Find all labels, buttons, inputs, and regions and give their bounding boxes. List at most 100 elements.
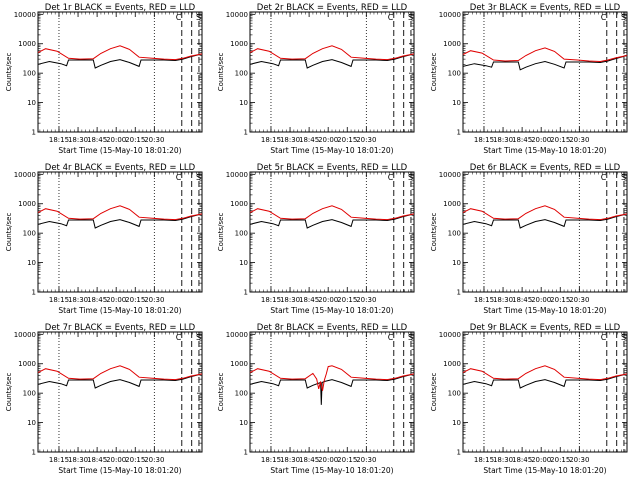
series-line-black xyxy=(462,213,628,229)
y-tick-label: 100 xyxy=(448,390,461,398)
x-tick-label: 20:30 xyxy=(144,456,164,464)
x-axis-label: Start Time (15-May-10 18:01:20) xyxy=(483,146,606,155)
x-tick-label: 18:15 xyxy=(261,296,281,304)
panel-title: Det 7r BLACK = Events, RED = LLD xyxy=(45,323,196,333)
x-tick-label: 20:30 xyxy=(144,296,164,304)
x-tick-label: 18:30 xyxy=(68,296,88,304)
y-axis-label: Counts/sec xyxy=(430,373,438,412)
x-tick-label: 20:15 xyxy=(125,296,145,304)
y-tick-label: 1 xyxy=(457,129,461,137)
x-tick-label: 18:30 xyxy=(68,456,88,464)
x-tick-label: 18:30 xyxy=(493,456,513,464)
x-tick-label: 20:00 xyxy=(531,456,551,464)
y-axis-label: Counts/sec xyxy=(430,213,438,252)
series-line-black xyxy=(37,373,203,389)
x-axis-label: Start Time (15-May-10 18:01:20) xyxy=(270,146,393,155)
panel-title: Det 9r BLACK = Events, RED = LLD xyxy=(470,323,621,333)
x-tick-label: 20:15 xyxy=(337,136,357,144)
x-tick-label: 20:15 xyxy=(337,456,357,464)
x-tick-label: 18:45 xyxy=(87,456,107,464)
panel-title: Det 5r BLACK = Events, RED = LLD xyxy=(257,163,408,173)
marker-label: S xyxy=(621,333,626,342)
x-tick-label: 18:30 xyxy=(280,296,300,304)
panel-8: Det 8r BLACK = Events, RED = LLD Counts/s… xyxy=(217,323,415,475)
series-line-black xyxy=(249,53,415,69)
plot-frame xyxy=(462,171,628,293)
y-tick-label: 1000 xyxy=(230,360,248,368)
series-line-black xyxy=(37,213,203,229)
y-tick-label: 10 xyxy=(452,419,461,427)
x-tick-label: 20:15 xyxy=(337,296,357,304)
x-tick-label: 20:30 xyxy=(144,136,164,144)
plot-frame xyxy=(249,11,415,133)
y-tick-label: 1 xyxy=(32,129,36,137)
y-axis-label: Counts/sec xyxy=(5,53,13,92)
x-tick-label: 20:00 xyxy=(531,136,551,144)
panel-5: Det 5r BLACK = Events, RED = LLD Counts/s… xyxy=(217,163,415,315)
y-tick-label: 10000 xyxy=(226,171,248,179)
x-axis-label: Start Time (15-May-10 18:01:20) xyxy=(58,306,181,315)
panel-title: Det 1r BLACK = Events, RED = LLD xyxy=(45,3,196,13)
x-tick-label: 20:00 xyxy=(106,456,126,464)
x-axis-label: Start Time (15-May-10 18:01:20) xyxy=(270,306,393,315)
marker-label: C xyxy=(388,333,394,342)
marker-label: C xyxy=(601,333,607,342)
y-tick-label: 1000 xyxy=(230,40,248,48)
y-tick-label: 100 xyxy=(448,70,461,78)
y-axis-label: Counts/sec xyxy=(217,213,225,252)
x-tick-label: 20:00 xyxy=(318,136,338,144)
x-tick-label: 20:15 xyxy=(125,136,145,144)
panel-9: Det 9r BLACK = Events, RED = LLD Counts/s… xyxy=(430,323,628,475)
panel-6: Det 6r BLACK = Events, RED = LLD Counts/s… xyxy=(430,163,628,315)
y-tick-label: 1 xyxy=(32,449,36,457)
y-tick-label: 1000 xyxy=(18,360,36,368)
panel-4: Det 4r BLACK = Events, RED = LLD Counts/s… xyxy=(5,163,203,315)
x-axis-label: Start Time (15-May-10 18:01:20) xyxy=(483,306,606,315)
x-tick-label: 18:15 xyxy=(261,456,281,464)
y-tick-label: 1 xyxy=(244,129,248,137)
y-tick-label: 100 xyxy=(23,70,36,78)
panel-1: Det 1r BLACK = Events, RED = LLD Counts/s… xyxy=(5,3,203,155)
y-tick-label: 1000 xyxy=(18,40,36,48)
series-line-red xyxy=(37,45,203,61)
x-tick-label: 20:30 xyxy=(569,296,589,304)
x-tick-label: 20:00 xyxy=(531,296,551,304)
series-line-red xyxy=(462,47,628,63)
x-tick-label: 20:00 xyxy=(318,456,338,464)
y-tick-label: 10000 xyxy=(439,171,461,179)
y-tick-label: 10000 xyxy=(439,331,461,339)
series-line-red xyxy=(37,365,203,381)
y-tick-label: 100 xyxy=(23,390,36,398)
marker-label: S xyxy=(196,13,201,22)
x-axis-label: Start Time (15-May-10 18:01:20) xyxy=(58,146,181,155)
y-tick-label: 10 xyxy=(452,99,461,107)
y-tick-label: 1000 xyxy=(443,200,461,208)
plot-frame xyxy=(37,331,203,453)
panel-title: Det 4r BLACK = Events, RED = LLD xyxy=(45,163,196,173)
series-line-red xyxy=(462,365,628,381)
x-tick-label: 18:15 xyxy=(474,136,494,144)
y-tick-label: 10000 xyxy=(226,331,248,339)
marker-label: S xyxy=(408,173,413,182)
y-axis-label: Counts/sec xyxy=(5,373,13,412)
x-tick-label: 20:00 xyxy=(106,136,126,144)
marker-label: C xyxy=(388,13,394,22)
y-tick-label: 10 xyxy=(27,419,36,427)
y-tick-label: 10 xyxy=(27,259,36,267)
y-tick-label: 10000 xyxy=(439,11,461,19)
panel-2: Det 2r BLACK = Events, RED = LLD Counts/s… xyxy=(217,3,415,155)
plot-frame xyxy=(249,331,415,453)
marker-label: C xyxy=(388,173,394,182)
y-tick-label: 1000 xyxy=(443,360,461,368)
panel-title: Det 2r BLACK = Events, RED = LLD xyxy=(257,3,408,13)
series-line-red xyxy=(462,205,628,221)
x-tick-label: 18:30 xyxy=(280,136,300,144)
y-tick-label: 10 xyxy=(239,99,248,107)
x-tick-label: 18:15 xyxy=(474,296,494,304)
x-tick-label: 20:15 xyxy=(125,456,145,464)
series-line-red xyxy=(249,365,415,391)
series-line-black xyxy=(462,373,628,389)
x-tick-label: 18:45 xyxy=(512,136,532,144)
x-tick-label: 18:45 xyxy=(87,136,107,144)
